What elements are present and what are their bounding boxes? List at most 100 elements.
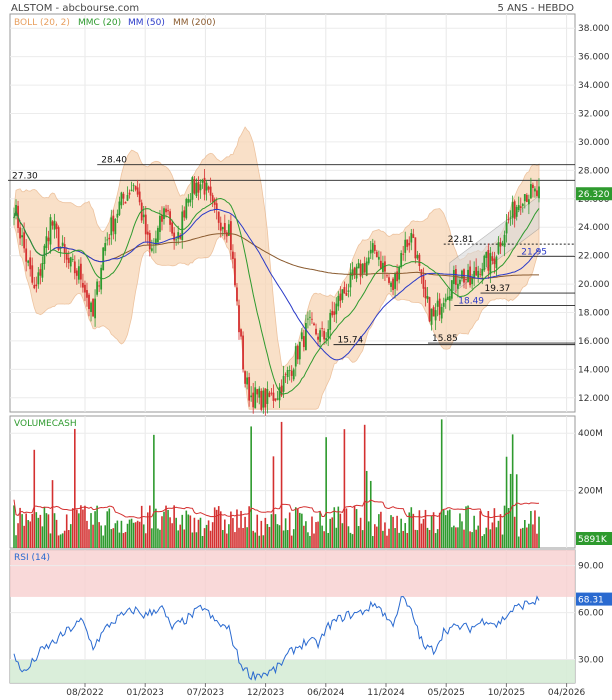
volume-bar (250, 426, 252, 548)
candle-body (412, 234, 415, 238)
candle-body (165, 208, 167, 213)
rsi-overbought-zone (10, 550, 575, 597)
volume-bar (365, 470, 368, 548)
volume-bar (382, 530, 384, 548)
volume-bar (416, 530, 419, 548)
candle-body (248, 377, 251, 401)
level-label: 15.74 (338, 336, 364, 346)
volume-bar (440, 419, 443, 548)
candle-body (71, 259, 74, 260)
ma50-line (13, 208, 540, 361)
candle-body (400, 253, 403, 268)
candle-body (521, 203, 524, 206)
volume-bar (284, 518, 287, 548)
volume-bar (258, 535, 261, 548)
candle-body (509, 217, 512, 219)
candle-body (86, 290, 88, 298)
candle-body (73, 261, 76, 274)
volume-bar (146, 512, 149, 548)
volume-bar (17, 523, 19, 548)
volume-bar (428, 529, 431, 548)
volume-bar (274, 514, 277, 548)
volume-bar (126, 523, 129, 548)
volume-bar (317, 521, 319, 548)
candle-body (394, 272, 396, 289)
candle-body (302, 336, 305, 348)
level-label: 15.85 (432, 334, 458, 344)
volume-bar (96, 505, 98, 548)
volume-bar (402, 530, 404, 548)
volume-bar (35, 512, 38, 548)
candle-body (440, 307, 443, 319)
candle-body (19, 227, 21, 239)
volume-bar (412, 513, 415, 548)
candle-body (244, 371, 246, 384)
level-label: 22.81 (448, 235, 474, 245)
candle-body (23, 232, 26, 249)
candle-body (104, 243, 107, 252)
volume-bar (240, 510, 242, 548)
candle-body (21, 235, 24, 238)
rsi-last-label: 68.31 (578, 596, 604, 606)
candle-body (138, 191, 141, 203)
candle-body (426, 295, 429, 300)
candle-body (242, 335, 244, 370)
candle-body (282, 375, 285, 392)
candle-body (538, 186, 540, 199)
volume-bar (418, 510, 421, 548)
candle-body (114, 218, 117, 235)
volume-bar (347, 526, 350, 548)
volume-bar (25, 513, 27, 548)
candle-body (31, 265, 34, 283)
volume-bar (396, 515, 398, 548)
volume-bar (465, 506, 467, 548)
bollinger-band (13, 126, 540, 410)
volume-bar (71, 508, 74, 548)
volume-bar (41, 526, 44, 548)
candle-body (232, 251, 234, 259)
volume-bar (519, 528, 522, 548)
candle-body (266, 389, 269, 404)
volume-bar (386, 535, 388, 548)
candle-body (280, 385, 283, 396)
volume-bar (246, 527, 248, 548)
candle-body (67, 257, 70, 264)
volume-bar (355, 509, 358, 548)
x-tick-label: 01/2023 (127, 688, 164, 698)
candle-body (227, 224, 230, 236)
volume-bar (394, 528, 396, 548)
volume-bar (49, 533, 52, 548)
candle-body (185, 198, 188, 219)
rsi-grid (10, 550, 575, 683)
candle-body (321, 328, 324, 329)
level-label: 19.37 (485, 284, 511, 294)
candle-body (108, 237, 111, 240)
volume-bar (331, 517, 334, 548)
volume-bar (144, 533, 147, 548)
candle-body (519, 206, 522, 209)
candle-body (448, 296, 451, 301)
candle-body (146, 231, 149, 235)
candle-body (343, 287, 346, 294)
volume-bar (149, 505, 151, 548)
candle-body (501, 243, 504, 246)
rsi-oversold-zone (10, 659, 575, 683)
volume-bar (526, 527, 528, 548)
candle-body (345, 292, 348, 296)
candle-body (465, 278, 467, 280)
volume-bar (337, 506, 340, 548)
volume-bar (21, 514, 23, 548)
volume-bar (501, 534, 504, 548)
candle-body (284, 373, 287, 375)
x-tick-label: 12/2023 (247, 688, 284, 698)
candle-body (207, 186, 210, 190)
candle-body (379, 260, 382, 269)
volume-bar (211, 522, 214, 548)
candle-body (436, 300, 439, 307)
volume-bar (278, 525, 281, 548)
volume-bar (353, 505, 356, 548)
volume-bar (90, 513, 92, 548)
candle-body (527, 199, 530, 205)
volume-bar (270, 514, 273, 548)
volume-bar (108, 508, 111, 548)
